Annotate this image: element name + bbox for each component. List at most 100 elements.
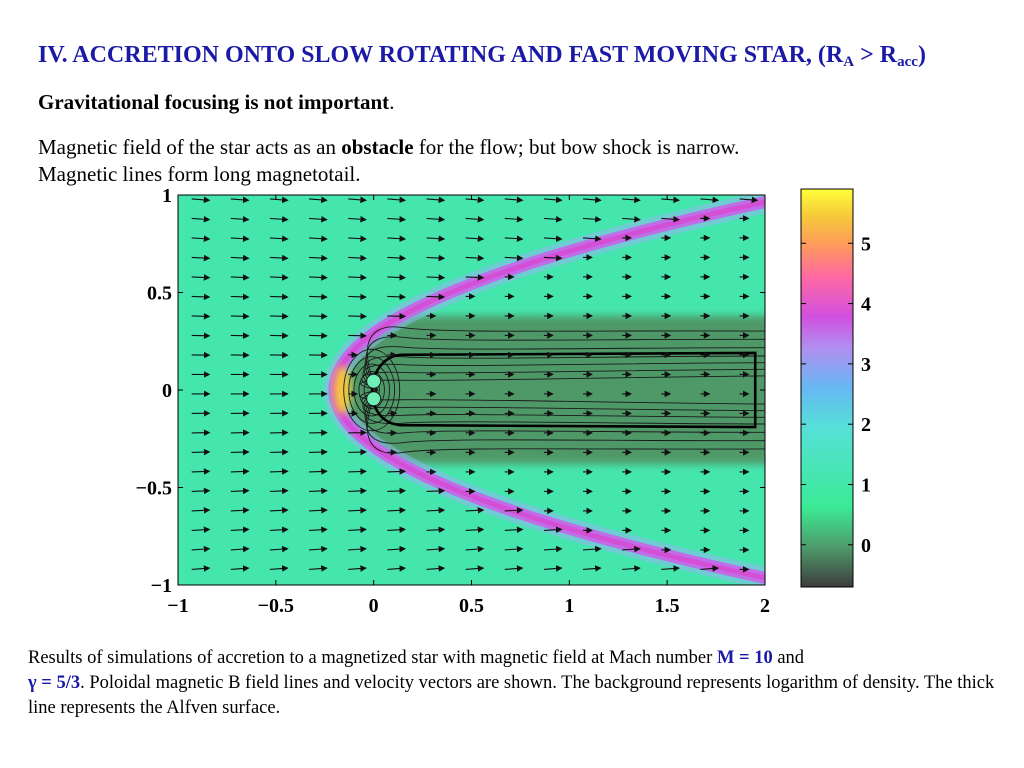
velocity-arrow [582, 235, 602, 242]
velocity-arrow [543, 215, 563, 223]
velocity-arrow [426, 507, 446, 514]
velocity-arrow [191, 293, 211, 301]
x-tick-label: −0.5 [258, 595, 294, 617]
velocity-arrow [309, 274, 328, 281]
y-tick-label: −1 [151, 575, 172, 597]
colorbar-tick-label: 4 [861, 294, 871, 316]
velocity-arrow [191, 312, 211, 320]
velocity-arrow [543, 235, 563, 242]
velocity-arrow [348, 215, 367, 223]
colorbar-tick-label: 1 [861, 474, 871, 496]
y-tick-label: 0 [162, 380, 172, 402]
velocity-arrow [387, 274, 407, 281]
magnetic-field-lines [343, 326, 765, 454]
x-tick-label: 0.5 [459, 595, 484, 617]
density-map [178, 195, 765, 585]
velocity-arrow [269, 468, 289, 475]
velocity-arrow [504, 196, 524, 204]
velocity-arrow [387, 254, 407, 262]
description-paragraph: Magnetic field of the star acts as an ob… [38, 135, 740, 186]
velocity-arrow [387, 565, 407, 572]
gamma-value: γ = 5/3 [28, 673, 81, 693]
velocity-arrow [661, 196, 681, 204]
x-tick-label: 1 [564, 595, 574, 617]
velocity-arrow [348, 487, 367, 495]
velocity-arrow [543, 526, 563, 533]
velocity-arrow [191, 565, 211, 572]
velocity-arrow [504, 235, 524, 242]
velocity-arrow [309, 196, 328, 204]
velocity-arrow [269, 215, 289, 223]
subheading: Gravitational focusing is not important. [38, 90, 395, 114]
velocity-arrow [230, 487, 250, 495]
velocity-arrow [426, 545, 446, 553]
colorbar-ticks: 5 4 3 2 1 0 [801, 233, 871, 557]
velocity-arrow [191, 468, 211, 475]
velocity-arrow [230, 526, 250, 533]
slide-title: IV. ACCRETION ONTO SLOW ROTATING AND FAS… [38, 42, 926, 70]
simulation-figure: −1 −0.5 0 0.5 1 1.5 2 1 0.5 0 −0.5 −1 5 4 3 2 1 0 [136, 185, 871, 617]
field-line [365, 336, 765, 391]
velocity-arrow [309, 235, 328, 242]
velocity-arrow [387, 507, 407, 514]
velocity-arrow [269, 293, 289, 301]
velocity-arrow [387, 293, 407, 301]
velocity-arrow [269, 545, 289, 553]
velocity-arrow [348, 274, 367, 281]
velocity-vectors [191, 196, 759, 573]
velocity-arrow [269, 487, 289, 495]
velocity-arrow [309, 526, 328, 533]
dipole-loop [343, 348, 401, 432]
velocity-arrow [230, 274, 250, 281]
velocity-arrow [191, 254, 211, 262]
velocity-arrow [269, 507, 289, 514]
velocity-arrow [348, 526, 367, 533]
velocity-arrow [309, 254, 328, 262]
velocity-arrow [230, 545, 250, 553]
velocity-arrow [309, 507, 328, 514]
colorbar-tick-label: 3 [861, 354, 871, 376]
velocity-arrow [504, 215, 524, 223]
velocity-arrow [269, 526, 289, 533]
velocity-arrow [465, 235, 485, 242]
velocity-arrow [269, 274, 289, 281]
velocity-arrow [309, 468, 328, 475]
velocity-arrow [387, 312, 407, 320]
velocity-arrow [309, 565, 328, 572]
colorbar-tick-label: 0 [861, 535, 871, 557]
velocity-arrow [230, 254, 250, 262]
velocity-arrow [309, 312, 328, 320]
velocity-arrow [387, 487, 407, 495]
velocity-arrow [504, 565, 524, 572]
field-line [366, 326, 765, 391]
velocity-arrow [426, 293, 446, 301]
velocity-arrow [504, 254, 524, 262]
velocity-arrow [387, 526, 407, 533]
velocity-arrow [348, 254, 367, 262]
velocity-arrow [191, 215, 211, 223]
velocity-arrow [582, 565, 602, 572]
velocity-arrow [622, 215, 641, 223]
velocity-arrow [191, 545, 211, 553]
colorbar [800, 188, 854, 588]
y-axis-ticks: 1 0.5 0 −0.5 −1 [136, 185, 765, 597]
colorbar-tick-label: 5 [861, 233, 871, 255]
velocity-arrow [230, 507, 250, 514]
velocity-arrow [309, 293, 328, 301]
velocity-arrow [739, 196, 759, 204]
velocity-arrow [230, 468, 250, 475]
velocity-arrow [191, 196, 211, 204]
velocity-arrow [230, 235, 250, 242]
velocity-arrow [543, 196, 563, 204]
velocity-arrow [543, 565, 563, 572]
x-axis-ticks: −1 −0.5 0 0.5 1 1.5 2 [167, 195, 770, 617]
velocity-arrow [700, 196, 720, 204]
velocity-arrow [465, 545, 485, 553]
velocity-arrow [426, 274, 446, 281]
velocity-arrow [230, 196, 250, 204]
x-tick-label: −1 [167, 595, 188, 617]
velocity-arrow [465, 254, 485, 262]
velocity-arrow [504, 507, 524, 514]
velocity-arrow [465, 507, 485, 514]
field-line [365, 389, 765, 444]
